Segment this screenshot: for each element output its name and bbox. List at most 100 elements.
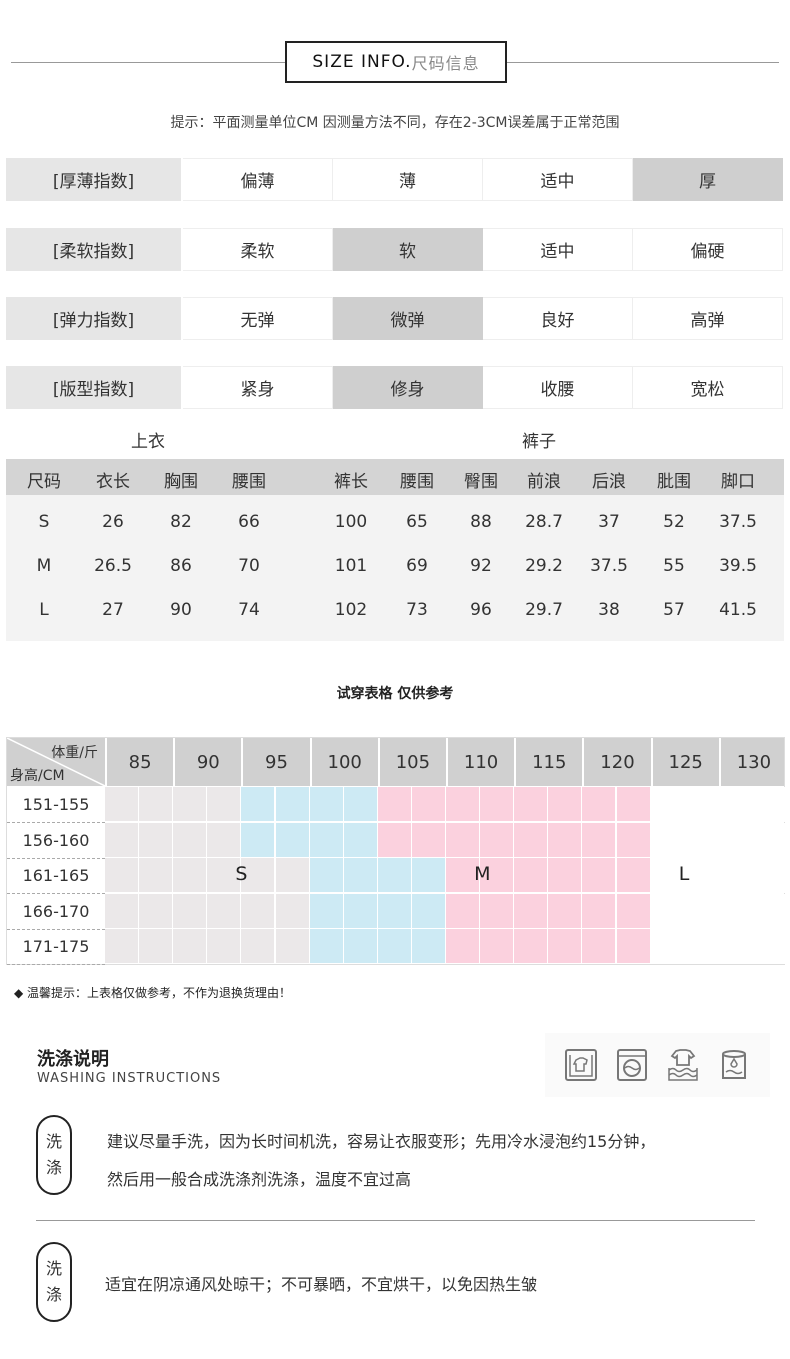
- fit-cell: [446, 822, 481, 858]
- table-cell: 28.7: [525, 512, 563, 532]
- badge-char: 涤: [45, 1158, 62, 1177]
- washing-title: 洗涤说明: [37, 1049, 109, 1070]
- height-row-label: 151-155: [7, 787, 105, 823]
- fit-cell: [446, 893, 481, 929]
- fit-cell: [752, 893, 787, 929]
- fit-cell: [650, 929, 685, 965]
- fit-cell: [411, 822, 446, 858]
- fit-row: 151-155: [7, 787, 787, 823]
- column-header: 胸围: [164, 472, 198, 492]
- table-cell: 70: [238, 556, 260, 576]
- fit-cell: [343, 787, 378, 822]
- fit-cell: [582, 929, 617, 965]
- measurement-hint: 提示：平面测量单位CM 因测量方法不同，存在2-3CM误差属于正常范围: [170, 115, 620, 131]
- fit-cell: [582, 822, 617, 858]
- fit-chart-tip: ◆ 温馨提示：上表格仅做参考，不作为退换货理由！: [14, 986, 292, 1000]
- fit-cell: [105, 858, 140, 894]
- table-cell: 86: [170, 556, 192, 576]
- fit-cell: [548, 893, 583, 929]
- column-header: 腰围: [400, 472, 434, 492]
- table-cell: 90: [170, 600, 192, 620]
- index-option: 适中: [483, 158, 633, 201]
- fit-row: 166-170: [7, 893, 787, 930]
- table-row: S 26 82 66 100 65 88 28.7 37 52 37.5: [6, 504, 784, 540]
- fit-row: 171-175: [7, 929, 787, 966]
- table-cell: 52: [663, 512, 685, 532]
- fit-cell: [411, 893, 446, 929]
- table-cell: 101: [334, 556, 368, 576]
- fit-row: 161-165: [7, 858, 787, 895]
- fit-cell: [275, 858, 310, 894]
- fit-cell: [275, 787, 310, 822]
- fit-cell: [446, 929, 481, 965]
- fit-cell: [650, 858, 685, 894]
- size-table-header: 尺码 衣长 胸围 腰围 裤长 腰围 臀围 前浪 后浪 肶围 脚口: [6, 459, 784, 495]
- fit-cell: [173, 893, 208, 929]
- fit-cell: [718, 787, 753, 822]
- tip-text: 温馨提示：上表格仅做参考，不作为退换货理由！: [27, 986, 292, 1000]
- column-header: 臀围: [464, 472, 498, 492]
- fit-cell: [718, 893, 753, 929]
- table-cell: 38: [598, 600, 620, 620]
- fit-cell: [241, 858, 276, 894]
- fit-cell: [548, 929, 583, 965]
- fit-cell: [684, 858, 719, 894]
- fit-cell: [480, 893, 515, 929]
- table-cell: 29.7: [525, 600, 563, 620]
- table-cell: M: [36, 556, 52, 576]
- fit-cell: [377, 893, 412, 929]
- fit-cell: [411, 929, 446, 965]
- table-cell: 37: [598, 512, 620, 532]
- index-option: 薄: [333, 158, 483, 201]
- wash-text-line: 建议尽量手洗，因为长时间机洗，容易让衣服变形；先用冷水浸泡约15分钟，: [107, 1132, 656, 1151]
- column-header: 尺码: [27, 472, 61, 492]
- fit-cell: [105, 929, 140, 965]
- fit-cell: [514, 893, 549, 929]
- fit-cell: [343, 929, 378, 965]
- fit-cell: [718, 822, 753, 858]
- fit-cell: [343, 858, 378, 894]
- dry-badge: 洗涤: [36, 1242, 72, 1322]
- badge-char: 涤: [45, 1285, 62, 1304]
- fit-cell: [139, 822, 174, 858]
- index-label: [版型指数]: [6, 366, 181, 409]
- fit-cell: [411, 787, 446, 822]
- height-row-label: 171-175: [7, 929, 105, 966]
- fit-cell: [514, 822, 549, 858]
- divider-left: [11, 62, 285, 63]
- index-option: 适中: [483, 228, 633, 271]
- fit-cell: [514, 787, 549, 822]
- fit-cell: [309, 822, 344, 858]
- fit-cell: [377, 929, 412, 965]
- fit-cell: [446, 787, 481, 822]
- weight-column-header: 90: [173, 738, 241, 786]
- index-label: [弹力指数]: [6, 297, 181, 340]
- fit-cell: [343, 893, 378, 929]
- fit-cell: [684, 787, 719, 822]
- table-cell: 102: [334, 600, 368, 620]
- fit-cell: [616, 787, 651, 822]
- table-cell: L: [39, 600, 49, 620]
- table-cell: 55: [663, 556, 685, 576]
- fit-row: 156-160: [7, 822, 787, 859]
- height-row-label: 166-170: [7, 894, 105, 930]
- fit-cell: [207, 787, 242, 822]
- index-row: [版型指数] 紧身 修身 收腰 宽松: [6, 366, 785, 409]
- fit-cell: [241, 893, 276, 929]
- fit-cell: [514, 929, 549, 965]
- index-label: [厚薄指数]: [6, 158, 181, 201]
- index-option: 良好: [483, 297, 633, 340]
- fit-cell: [752, 787, 787, 822]
- group-pants-label: 裤子: [522, 432, 556, 452]
- column-header: 前浪: [527, 472, 561, 492]
- fit-cell: [139, 929, 174, 965]
- page-title: SIZE INFO. 尺码信息: [285, 41, 507, 83]
- index-option: 修身: [333, 366, 483, 409]
- fit-cell: [616, 893, 651, 929]
- table-cell: 74: [238, 600, 260, 620]
- fit-cell: [275, 822, 310, 858]
- fit-cell: [718, 858, 753, 894]
- badge-char: 洗: [45, 1259, 62, 1278]
- detergent-icon: [722, 1050, 747, 1079]
- fit-cell: [616, 858, 651, 894]
